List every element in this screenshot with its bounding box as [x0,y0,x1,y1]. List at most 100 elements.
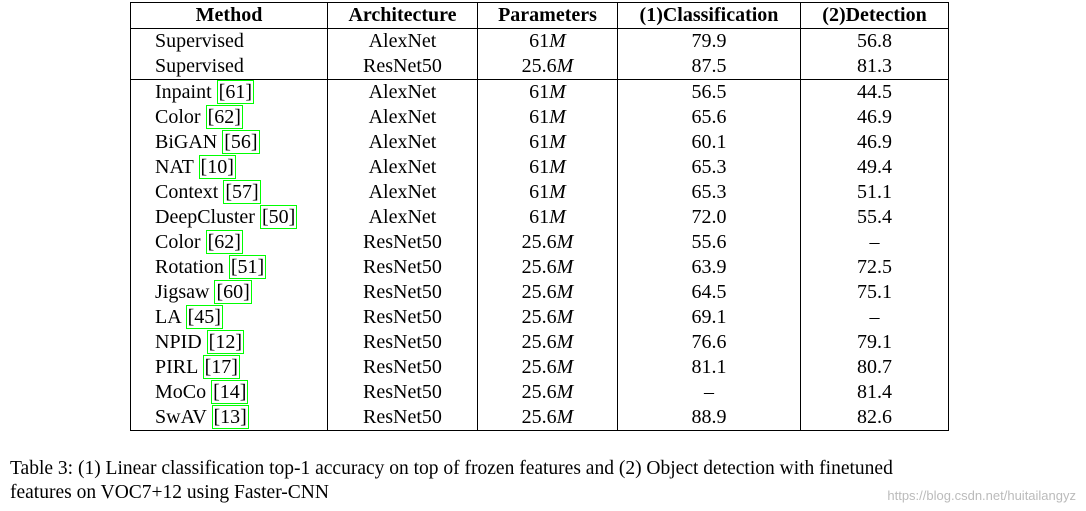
method-cell: LA [45] [130,305,328,330]
detection-cell: 49.4 [800,155,949,180]
classification-cell: 55.6 [617,230,801,255]
method-cell: Inpaint [61] [130,79,328,105]
classification-cell: 60.1 [617,130,801,155]
detection-cell: 79.1 [800,330,949,355]
parameter-unit: M [556,406,574,428]
parameter-unit: M [549,131,566,153]
parameter-count: 25.6 [521,356,557,378]
method-name: Rotation [155,256,224,278]
parameter-count: 25.6 [521,231,557,253]
parameters-cell: 61M [477,28,618,54]
classification-cell: 79.9 [617,28,801,54]
citation: [61] [216,80,254,104]
method-cell: Color [62] [130,105,328,130]
watermark: https://blog.csdn.net/huitailangyz [887,488,1076,503]
citation: [14] [211,380,249,404]
caption-line: Table 3: (1) Linear classification top-1… [10,458,893,479]
parameter-count: 61 [529,206,550,228]
method-cell: BiGAN [56] [130,130,328,155]
parameter-unit: M [556,55,574,77]
parameters-cell: 25.6M [477,355,618,380]
detection-cell: 80.7 [800,355,949,380]
parameter-count: 25.6 [521,406,557,428]
citation: [13] [211,405,249,429]
parameter-unit: M [556,281,574,303]
table-row: Supervised AlexNet 61M 79.9 56.8 [130,28,949,54]
citation: [62] [205,230,243,254]
parameters-cell: 25.6M [477,380,618,405]
citation: [56] [222,130,260,154]
classification-cell: 72.0 [617,205,801,230]
table-row: Inpaint [61] AlexNet 61M 56.5 44.5 [130,79,949,105]
parameter-unit: M [549,206,566,228]
table-row: DeepCluster [50] AlexNet 61M 72.0 55.4 [130,205,949,230]
citation: [51] [228,255,267,279]
citation: [60] [214,280,252,304]
detection-cell: 81.4 [800,380,949,405]
classification-cell: 65.3 [617,180,801,205]
method-name: Context [155,181,219,203]
method-name: Supervised [155,30,244,52]
classification-cell: 81.1 [617,355,801,380]
method-name: PIRL [155,356,198,378]
parameters-cell: 61M [477,79,618,105]
method-cell: Supervised [130,28,328,54]
parameters-cell: 61M [477,180,618,205]
architecture-cell: ResNet50 [327,355,478,380]
detection-cell: 51.1 [800,180,949,205]
parameter-count: 61 [529,30,550,52]
table-row: Context [57] AlexNet 61M 65.3 51.1 [130,180,949,205]
parameters-cell: 25.6M [477,305,618,330]
parameters-cell: 25.6M [477,330,618,355]
parameters-cell: 61M [477,155,618,180]
method-name: Supervised [155,55,244,77]
detection-cell: 46.9 [800,130,949,155]
parameter-unit: M [549,106,566,128]
table-row: LA [45] ResNet50 25.6M 69.1– [130,305,949,330]
parameters-cell: 25.6M [477,230,618,255]
parameter-unit: M [549,30,566,52]
table-row: NAT [10] AlexNet 61M 65.3 49.4 [130,155,949,180]
classification-cell: 65.3 [617,155,801,180]
method-cell: Context [57] [130,180,328,205]
parameter-unit: M [556,231,574,253]
classification-cell: – [617,380,801,405]
method-name: DeepCluster [155,206,255,228]
table-row: Supervised ResNet50 25.6M 87.5 81.3 [130,54,949,80]
caption-line: features on VOC7+12 using Faster-CNN [10,482,329,503]
architecture-cell: AlexNet [327,105,478,130]
parameter-unit: M [556,256,574,278]
detection-cell: 82.6 [800,405,949,431]
table-row: Color [62] AlexNet 61M 65.6 46.9 [130,105,949,130]
table-row: Jigsaw [60] ResNet50 25.6M 64.5 75.1 [130,280,949,305]
table-body: Supervised AlexNet 61M 79.9 56.8 Supervised Re… [130,28,949,431]
architecture-cell: AlexNet [327,28,478,54]
parameter-unit: M [556,306,574,328]
caption: Table 3: (1) Linear classification top-1… [10,457,893,505]
parameters-cell: 25.6M [477,280,618,305]
method-name: MoCo [155,381,207,403]
method-name: Inpaint [155,81,212,103]
method-cell: NAT [10] [130,155,328,180]
architecture-cell: ResNet50 [327,255,478,280]
citation: [10] [198,155,236,179]
method-cell: NPID [12] [130,330,328,355]
method-name: BiGAN [155,131,218,153]
table-row: Rotation [51] ResNet50 25.6M 63.9 72.5 [130,255,949,280]
classification-cell: 87.5 [617,54,801,80]
citation: [57] [223,180,261,204]
architecture-cell: ResNet50 [327,405,478,431]
architecture-cell: AlexNet [327,155,478,180]
parameter-unit: M [556,381,574,403]
detection-cell: 81.3 [800,54,949,80]
parameter-unit: M [556,356,574,378]
architecture-cell: ResNet50 [327,330,478,355]
detection-cell: 56.8 [800,28,949,54]
classification-cell: 76.6 [617,330,801,355]
parameters-cell: 61M [477,205,618,230]
parameter-unit: M [556,331,574,353]
table-row: BiGAN [56] AlexNet 61M 60.1 46.9 [130,130,949,155]
table-row: MoCo [14] ResNet50 25.6M –81.4 [130,380,949,405]
method-cell: Supervised [130,54,328,80]
